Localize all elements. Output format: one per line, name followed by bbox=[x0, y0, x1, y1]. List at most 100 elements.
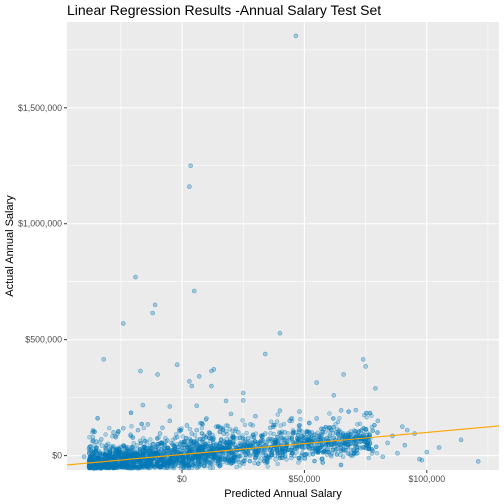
data-point bbox=[158, 463, 163, 469]
data-point bbox=[230, 456, 236, 462]
data-point bbox=[294, 445, 300, 450]
data-point bbox=[215, 458, 221, 464]
data-point bbox=[90, 449, 96, 455]
data-point bbox=[190, 440, 195, 446]
data-point bbox=[345, 432, 351, 437]
data-point bbox=[110, 454, 115, 459]
data-point bbox=[354, 447, 360, 453]
data-point bbox=[277, 453, 283, 458]
data-point bbox=[198, 457, 203, 462]
data-point bbox=[100, 462, 106, 467]
data-point bbox=[233, 454, 238, 460]
data-point bbox=[228, 411, 234, 417]
data-point bbox=[91, 463, 96, 469]
data-point bbox=[310, 451, 316, 457]
data-point bbox=[365, 440, 370, 446]
data-point bbox=[191, 439, 196, 445]
data-point bbox=[138, 368, 143, 374]
data-point bbox=[224, 423, 229, 428]
data-point bbox=[110, 464, 115, 470]
data-point bbox=[361, 412, 367, 418]
data-point bbox=[126, 464, 132, 470]
data-point bbox=[91, 446, 97, 452]
data-point bbox=[179, 441, 185, 447]
data-point bbox=[197, 454, 202, 460]
data-point bbox=[130, 453, 135, 459]
data-point bbox=[134, 459, 140, 464]
data-point bbox=[88, 456, 94, 462]
data-point bbox=[223, 398, 229, 404]
data-point bbox=[177, 448, 182, 453]
data-point bbox=[111, 454, 117, 459]
data-point bbox=[213, 452, 219, 458]
data-point bbox=[178, 428, 184, 433]
data-point bbox=[95, 416, 100, 421]
data-point bbox=[341, 434, 346, 440]
data-point bbox=[214, 451, 219, 457]
data-point bbox=[195, 447, 200, 453]
data-point bbox=[258, 458, 263, 464]
data-point bbox=[217, 454, 223, 459]
data-point bbox=[333, 441, 338, 446]
data-point bbox=[95, 463, 100, 469]
data-point bbox=[126, 464, 131, 470]
data-point bbox=[282, 437, 287, 442]
data-point bbox=[135, 453, 141, 458]
data-point bbox=[323, 443, 328, 448]
data-point bbox=[231, 435, 237, 441]
data-point bbox=[356, 429, 362, 434]
data-point bbox=[273, 439, 279, 444]
data-point bbox=[186, 464, 191, 469]
data-point bbox=[289, 445, 295, 450]
data-point bbox=[112, 462, 118, 467]
data-point bbox=[129, 448, 134, 453]
data-point bbox=[111, 454, 116, 460]
data-point bbox=[119, 462, 124, 468]
data-point bbox=[153, 451, 159, 456]
data-point bbox=[211, 455, 217, 461]
data-point bbox=[126, 448, 132, 453]
data-point bbox=[160, 462, 165, 467]
data-point bbox=[201, 445, 207, 450]
data-point bbox=[88, 444, 93, 449]
data-point bbox=[95, 416, 100, 421]
data-point bbox=[320, 456, 325, 461]
data-point bbox=[180, 454, 185, 460]
data-point bbox=[186, 465, 192, 471]
data-point bbox=[208, 453, 214, 459]
data-point bbox=[146, 458, 152, 463]
data-point bbox=[236, 453, 242, 458]
data-point bbox=[375, 430, 380, 435]
data-point bbox=[98, 463, 104, 468]
data-point bbox=[277, 430, 282, 435]
data-point bbox=[257, 440, 263, 445]
data-point bbox=[304, 429, 309, 434]
data-point bbox=[284, 448, 290, 453]
data-point bbox=[104, 462, 109, 467]
data-point bbox=[157, 457, 163, 463]
data-point bbox=[102, 463, 107, 468]
data-point bbox=[190, 459, 195, 464]
data-point bbox=[366, 446, 372, 452]
data-point bbox=[135, 451, 141, 456]
data-point bbox=[121, 443, 127, 449]
data-point bbox=[218, 457, 224, 463]
data-point bbox=[214, 442, 219, 448]
data-point bbox=[178, 463, 184, 469]
data-point bbox=[137, 446, 143, 452]
data-point bbox=[245, 439, 250, 445]
data-point bbox=[88, 457, 93, 462]
data-point bbox=[185, 445, 191, 450]
data-point bbox=[181, 456, 186, 461]
data-point bbox=[231, 459, 237, 464]
data-point bbox=[326, 428, 332, 433]
data-point bbox=[89, 463, 95, 469]
data-point bbox=[275, 450, 281, 456]
data-point bbox=[262, 458, 267, 464]
data-point bbox=[240, 398, 246, 403]
data-point bbox=[353, 429, 358, 434]
data-point bbox=[290, 431, 296, 436]
data-point bbox=[260, 449, 266, 455]
data-point bbox=[122, 445, 128, 451]
data-point bbox=[214, 441, 219, 447]
